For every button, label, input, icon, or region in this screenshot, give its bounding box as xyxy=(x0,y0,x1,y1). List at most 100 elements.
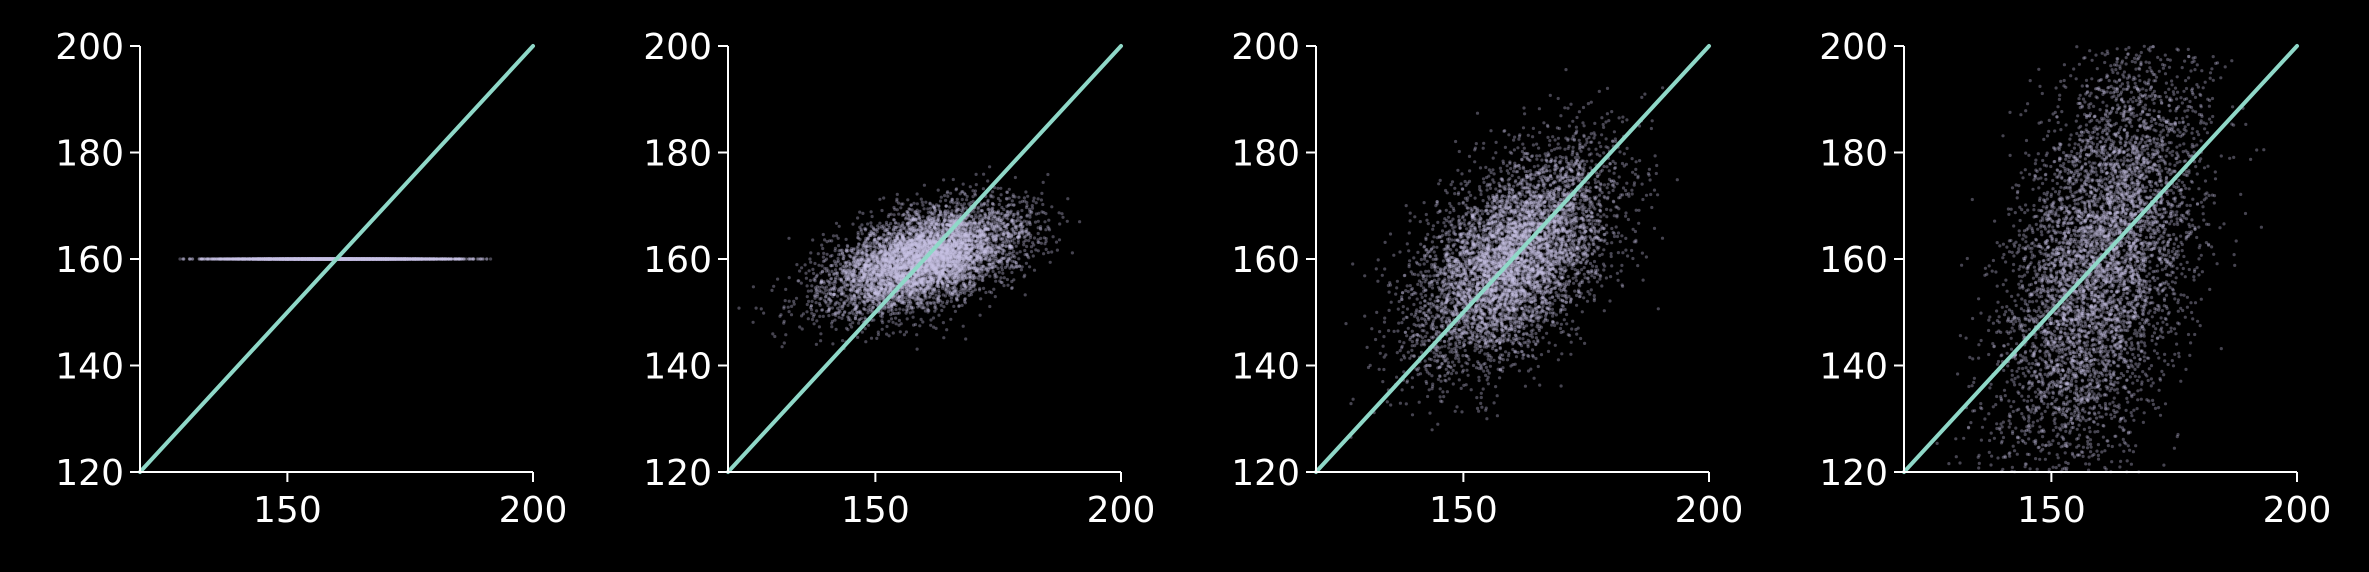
data-point xyxy=(356,257,360,261)
data-point xyxy=(426,257,430,261)
data-point xyxy=(354,257,358,261)
data-point xyxy=(314,257,318,261)
data-point xyxy=(291,257,295,261)
data-point xyxy=(329,257,333,261)
data-point xyxy=(358,257,362,261)
data-point xyxy=(288,257,293,261)
data-point xyxy=(350,257,354,261)
data-point xyxy=(297,257,301,261)
data-point xyxy=(392,257,396,261)
data-point xyxy=(361,257,365,261)
data-point xyxy=(399,257,403,261)
data-point xyxy=(300,257,304,261)
data-point xyxy=(309,257,313,261)
data-point xyxy=(349,257,353,261)
data-point xyxy=(289,257,293,261)
data-point xyxy=(306,257,310,261)
data-point xyxy=(262,257,266,261)
data-point xyxy=(303,257,307,261)
data-point xyxy=(278,257,282,261)
data-point xyxy=(449,257,453,261)
data-point xyxy=(395,257,400,261)
data-point xyxy=(358,257,362,261)
data-point xyxy=(324,257,328,261)
data-point xyxy=(315,257,319,261)
data-point xyxy=(302,257,306,261)
data-point xyxy=(374,257,378,261)
data-point xyxy=(357,257,361,261)
data-point xyxy=(266,257,270,261)
data-point xyxy=(291,257,295,261)
data-point xyxy=(370,257,374,261)
data-point xyxy=(298,257,302,261)
data-point xyxy=(329,257,333,261)
data-point xyxy=(308,257,312,261)
data-point xyxy=(298,257,302,261)
data-point xyxy=(393,257,397,261)
data-point xyxy=(302,257,306,261)
data-point xyxy=(319,257,323,261)
data-point xyxy=(315,257,319,261)
data-point xyxy=(420,257,424,261)
data-point xyxy=(327,257,331,261)
data-point xyxy=(383,257,387,261)
data-point xyxy=(278,257,282,261)
data-point xyxy=(348,257,352,261)
data-point xyxy=(327,257,331,261)
data-point xyxy=(323,257,328,261)
data-point xyxy=(389,257,393,261)
data-point xyxy=(480,257,485,261)
data-point xyxy=(382,257,386,261)
data-point xyxy=(485,257,489,261)
data-point xyxy=(374,257,379,261)
data-point xyxy=(319,257,323,261)
data-point xyxy=(321,257,325,261)
data-point xyxy=(328,257,332,261)
data-point xyxy=(381,257,385,261)
data-point xyxy=(358,257,362,261)
data-point xyxy=(363,257,367,261)
data-point xyxy=(267,257,271,261)
data-point xyxy=(489,257,493,261)
data-point xyxy=(397,257,401,261)
data-point xyxy=(324,257,328,261)
data-point xyxy=(320,257,324,261)
data-point xyxy=(310,257,314,261)
data-point xyxy=(237,257,241,261)
data-point xyxy=(384,257,388,261)
data-point xyxy=(468,257,472,261)
data-point xyxy=(383,257,387,261)
data-point xyxy=(379,257,384,261)
data-point xyxy=(350,257,354,261)
data-point xyxy=(290,257,294,261)
data-point xyxy=(316,257,320,261)
data-point xyxy=(267,257,271,261)
data-point xyxy=(280,257,284,261)
data-point xyxy=(379,257,384,261)
data-point xyxy=(305,257,309,261)
data-point xyxy=(411,257,415,261)
data-point xyxy=(234,257,238,261)
data-point xyxy=(355,257,359,261)
data-point xyxy=(264,257,268,261)
data-point xyxy=(270,257,274,261)
data-point xyxy=(348,257,352,261)
data-point xyxy=(403,257,408,261)
data-point xyxy=(401,257,405,261)
data-point xyxy=(393,257,398,261)
data-point xyxy=(302,257,306,261)
data-point xyxy=(349,257,353,261)
data-point xyxy=(367,257,371,261)
data-point xyxy=(348,257,352,261)
data-point xyxy=(371,257,375,261)
data-point xyxy=(293,257,297,261)
data-point xyxy=(353,257,357,261)
data-point xyxy=(287,257,291,261)
data-point xyxy=(361,257,365,261)
data-point xyxy=(339,257,344,261)
data-point xyxy=(207,257,211,261)
data-point xyxy=(357,257,361,261)
data-point xyxy=(341,257,345,261)
